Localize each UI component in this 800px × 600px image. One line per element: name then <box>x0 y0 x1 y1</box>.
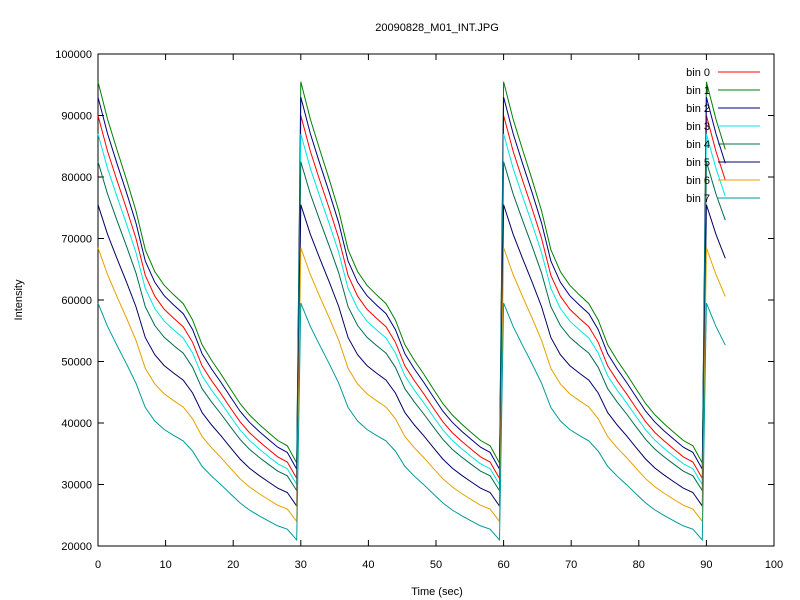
series-line-2 <box>97 96 726 471</box>
series-line-0 <box>97 115 726 481</box>
series-lines <box>97 81 726 542</box>
plot-frame <box>97 53 775 547</box>
legend-label-6: bin 6 <box>686 175 710 187</box>
legend-label-3: bin 3 <box>686 121 710 133</box>
legend-label-2: bin 2 <box>686 103 710 115</box>
legend-label-7: bin 7 <box>686 193 710 205</box>
y-tick-label: 70000 <box>61 234 92 246</box>
y-tick-label: 20000 <box>61 541 92 553</box>
series-line-7 <box>97 302 726 542</box>
y-tick-label: 100000 <box>55 49 92 61</box>
x-tick-label: 100 <box>765 559 783 571</box>
y-tick-label: 50000 <box>61 357 92 369</box>
x-axis-title: Time (sec) <box>411 586 463 598</box>
y-axis: 20000 30000 40000 50000 60000 70000 80000 90000… <box>55 49 774 553</box>
x-tick-label: 10 <box>159 559 171 571</box>
y-tick-label: 40000 <box>61 418 92 430</box>
y-tick-label: 60000 <box>61 295 92 307</box>
y-tick-label: 90000 <box>61 111 92 123</box>
x-tick-label: 90 <box>700 559 712 571</box>
y-tick-label: 30000 <box>61 480 92 492</box>
x-tick-label: 60 <box>497 559 509 571</box>
x-axis: 0 10 20 30 40 50 60 70 80 90 100 <box>95 54 783 571</box>
x-tick-label: 70 <box>565 559 577 571</box>
series-line-6 <box>97 247 726 523</box>
legend-label-1: bin 1 <box>686 85 710 97</box>
x-tick-label: 40 <box>362 559 374 571</box>
x-tick-label: 80 <box>633 559 645 571</box>
x-tick-label: 50 <box>430 559 442 571</box>
chart-title: 20090828_M01_INT.JPG <box>375 22 499 34</box>
series-line-5 <box>97 204 726 508</box>
legend-label-0: bin 0 <box>686 67 710 79</box>
y-tick-label: 80000 <box>61 172 92 184</box>
x-tick-label: 0 <box>95 559 101 571</box>
legend: bin 0 bin 1 bin 2 bin 3 bin 4 bin 5 bin 6 bin 7 <box>686 67 760 205</box>
series-line-3 <box>97 133 726 487</box>
plot-border <box>97 53 775 547</box>
y-axis-title: Intensity <box>13 279 25 320</box>
series-line-1 <box>97 81 726 465</box>
x-tick-label: 20 <box>227 559 239 571</box>
series-line-4 <box>97 161 726 493</box>
legend-label-5: bin 5 <box>686 157 710 169</box>
legend-label-4: bin 4 <box>686 139 710 151</box>
x-tick-label: 30 <box>295 559 307 571</box>
